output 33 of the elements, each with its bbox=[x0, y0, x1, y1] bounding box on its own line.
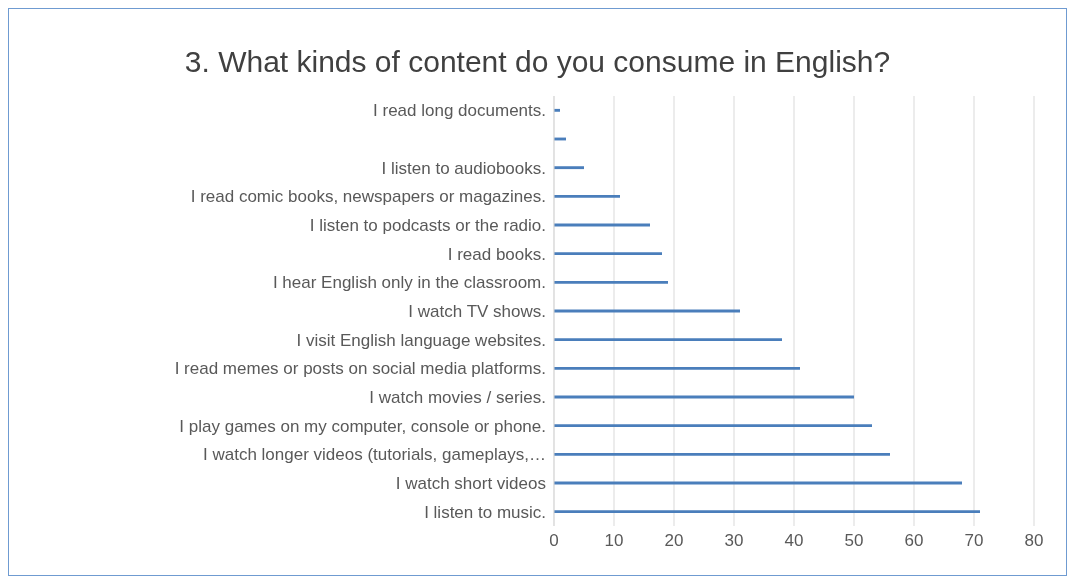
x-tick-label: 10 bbox=[604, 531, 624, 551]
chart-title: 3. What kinds of content do you consume in English? bbox=[183, 45, 892, 79]
bar bbox=[554, 166, 584, 170]
bar bbox=[554, 424, 872, 428]
x-tick-label: 0 bbox=[549, 531, 559, 551]
bar bbox=[554, 338, 782, 342]
x-tick-label: 20 bbox=[664, 531, 684, 551]
y-tick-label: I read comic books, newspapers or magazines. bbox=[190, 187, 546, 207]
y-tick-label: I read memes or posts on social media platforms. bbox=[174, 359, 546, 379]
bar bbox=[554, 452, 890, 456]
y-tick-label: I listen to audiobooks. bbox=[381, 158, 546, 178]
bar bbox=[554, 194, 620, 198]
y-tick-label: I watch longer videos (tutorials, gameplays,… bbox=[203, 445, 546, 465]
y-tick-label: I read long documents. bbox=[373, 101, 546, 121]
y-tick-label: I visit English language websites. bbox=[296, 330, 546, 350]
y-tick-label: I play games on my computer, console or phone. bbox=[179, 416, 546, 436]
y-tick-label: I hear English only in the classroom. bbox=[272, 273, 546, 293]
y-tick-label: I watch short videos bbox=[395, 474, 546, 494]
y-tick-label: I watch TV shows. bbox=[408, 302, 546, 322]
bar bbox=[554, 280, 668, 284]
y-tick-label: I listen to music. bbox=[424, 502, 546, 522]
bar bbox=[554, 252, 662, 256]
x-tick-label: 40 bbox=[784, 531, 804, 551]
x-tick-label: 30 bbox=[724, 531, 744, 551]
y-tick-label: I watch movies / series. bbox=[369, 388, 546, 408]
y-tick-label: I read books. bbox=[447, 244, 546, 264]
bar bbox=[554, 510, 980, 514]
bar bbox=[554, 366, 800, 370]
x-tick-label: 50 bbox=[844, 531, 864, 551]
x-tick-label: 80 bbox=[1024, 531, 1044, 551]
x-tick-label: 60 bbox=[904, 531, 924, 551]
x-tick-label: 70 bbox=[964, 531, 984, 551]
y-tick-label: I listen to podcasts or the radio. bbox=[309, 216, 546, 236]
